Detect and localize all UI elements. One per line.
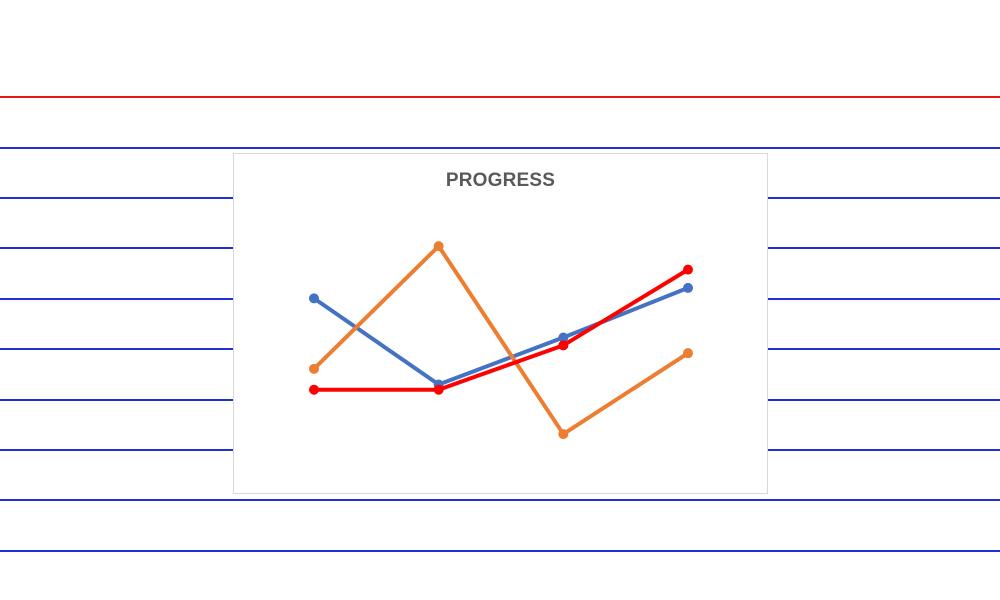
chart-title: PROGRESS	[445, 170, 556, 191]
series-line-1	[312, 285, 690, 387]
ruled-line-blue	[0, 499, 1000, 501]
data-point-series-2-1	[309, 363, 319, 374]
data-point-series-3-3	[558, 340, 569, 351]
data-point-series-3-1	[309, 384, 319, 395]
ruled-line-blue	[0, 550, 1000, 552]
data-point-series-1-1	[309, 293, 319, 304]
data-point-series-2-4	[683, 348, 693, 359]
series-line-2	[312, 244, 690, 437]
data-point-series-3-4	[683, 264, 693, 275]
margin-rule-red	[0, 96, 1000, 98]
data-point-series-2-2	[433, 241, 444, 252]
data-point-series-3-2	[433, 384, 444, 395]
series-line-3	[312, 267, 690, 392]
line-chart-plot	[309, 241, 693, 440]
chart-area[interactable]: PROGRESS	[233, 153, 768, 494]
data-point-series-1-4	[683, 282, 693, 293]
data-point-series-2-3	[558, 429, 569, 440]
ruled-line-blue	[0, 147, 1000, 149]
